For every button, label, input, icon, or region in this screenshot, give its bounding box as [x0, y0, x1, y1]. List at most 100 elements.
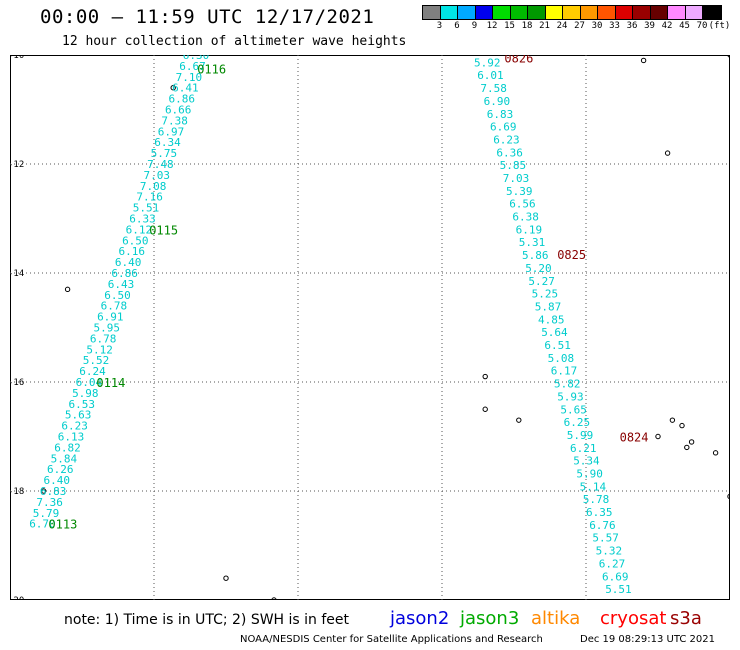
wave-height-value: 6.53 [68, 398, 95, 411]
wave-height-value: 6.78 [101, 300, 128, 313]
wave-height-value: 6.78 [90, 332, 117, 345]
wave-height-value: 7.03 [144, 169, 171, 182]
color-swatch [580, 6, 598, 19]
color-swatch [633, 6, 651, 19]
island-marker [482, 373, 488, 380]
legend-item-altika: altika [531, 608, 581, 629]
color-scale-label: 45 [679, 21, 690, 31]
y-tick-label: -18 [10, 487, 24, 497]
wave-height-value: 5.20 [525, 262, 552, 275]
color-swatch [493, 6, 511, 19]
color-scale-label: 42 [661, 21, 673, 31]
wave-height-value: 5.12 [86, 343, 113, 356]
island-marker [640, 57, 647, 64]
wave-height-value: 6.34 [154, 136, 181, 149]
footer-timestamp: Dec 19 08:29:13 UTC 2021 [580, 634, 715, 645]
wave-height-value: 6.33 [129, 213, 156, 226]
wave-height-value: 6.82 [54, 441, 81, 454]
wave-height-value: 6.25 [564, 416, 591, 429]
wave-height-value: 6.35 [586, 506, 613, 519]
pass-time-label: 0114 [96, 376, 125, 390]
island-marker [712, 450, 719, 456]
island-marker [688, 439, 695, 445]
color-scale-label: 12 [486, 21, 498, 31]
color-scale-label: 15 [504, 21, 515, 31]
color-swatch [703, 6, 721, 19]
wave-height-value: 7.10 [176, 71, 203, 84]
wave-height-value: 5.57 [592, 532, 619, 545]
legend-item-jason2: jason2 [390, 608, 450, 629]
wave-height-value: 5.75 [151, 147, 178, 160]
pass-time-label: 0115 [149, 223, 178, 237]
legend-item-jason3: jason3 [460, 608, 520, 629]
island-marker [669, 417, 676, 423]
pass-time-label: 0826 [504, 55, 533, 66]
y-tick-label: -16 [10, 378, 24, 388]
color-scale-label: 3 [436, 21, 443, 31]
island-marker [40, 488, 47, 494]
wave-height-value: 6.04 [76, 376, 103, 389]
altimeter-map: -165-162-159-156-153-15-10-12-14-16-18-2… [10, 55, 730, 600]
color-swatch [458, 6, 476, 19]
color-scale-label: (ft) [708, 21, 731, 31]
wave-height-value: 6.13 [58, 431, 85, 444]
wave-height-value: 5.63 [65, 409, 92, 422]
wave-height-value: 5.27 [528, 275, 555, 288]
color-swatch [685, 6, 703, 19]
pass-time-label: 0824 [620, 431, 649, 445]
wave-height-value: 6.66 [165, 104, 192, 117]
color-swatch [440, 6, 458, 19]
wave-height-value: 6.26 [47, 463, 74, 476]
y-tick-label: -20 [10, 596, 24, 600]
color-swatch [475, 6, 493, 19]
color-scale-label: 30 [591, 21, 603, 31]
wave-height-value: 6.91 [97, 311, 124, 324]
wave-height-value: 6.38 [512, 211, 539, 224]
wave-height-value: 6.56 [509, 198, 536, 211]
island-marker [684, 444, 690, 451]
wave-height-value: 5.87 [535, 300, 562, 313]
wave-height-value: 6.50 [104, 289, 131, 302]
island-marker [655, 433, 661, 440]
wave-height-value: 6.23 [493, 133, 520, 146]
color-swatch [598, 6, 616, 19]
wave-height-value: 5.86 [522, 249, 549, 262]
color-scale-label: 70 [696, 21, 708, 31]
wave-height-value: 6.30 [183, 55, 210, 62]
wave-height-value: 6.83 [487, 108, 514, 121]
color-scale-label: 21 [539, 21, 550, 31]
color-scale-label: 6 [454, 21, 460, 31]
wave-height-value: 6.76 [589, 519, 616, 532]
map-subtitle: 12 hour collection of altimeter wave hei… [62, 34, 407, 49]
wave-height-value: 6.21 [570, 442, 597, 455]
color-scale-label: 9 [471, 21, 478, 31]
y-tick-label: -14 [10, 269, 24, 279]
wave-height-value: 6.12 [126, 223, 153, 236]
wave-height-value: 7.03 [503, 172, 530, 185]
footer-credit: NOAA/NESDIS Center for Satellite Applica… [240, 634, 543, 645]
wave-height-value: 6.86 [111, 267, 138, 280]
map-frame [10, 55, 730, 600]
wave-height-value: 5.64 [541, 326, 568, 339]
wave-height-value: 7.58 [480, 82, 507, 95]
island-marker [679, 422, 685, 429]
color-scale-bar [422, 5, 722, 20]
wave-height-value: 7.36 [36, 496, 63, 509]
wave-height-value: 4.85 [538, 313, 565, 326]
wave-height-value: 5.51 [605, 583, 632, 596]
island-marker [170, 85, 176, 91]
island-marker [664, 150, 671, 156]
wave-height-value: 6.69 [602, 570, 629, 583]
color-scale-label: 33 [609, 21, 620, 31]
wave-height-value: 5.84 [51, 452, 78, 465]
legend-item-s3a: s3a [670, 608, 702, 629]
wave-height-value: 6.67 [179, 60, 206, 73]
wave-height-value: 6.70 [29, 518, 56, 531]
wave-height-value: 6.17 [551, 365, 578, 378]
wave-height-value: 6.86 [169, 93, 196, 106]
wave-height-value: 5.90 [576, 467, 603, 480]
color-swatch [668, 6, 686, 19]
wave-height-value: 6.58 [471, 55, 498, 57]
wave-height-value: 5.99 [567, 429, 594, 442]
wave-height-value: 7.48 [147, 158, 174, 171]
